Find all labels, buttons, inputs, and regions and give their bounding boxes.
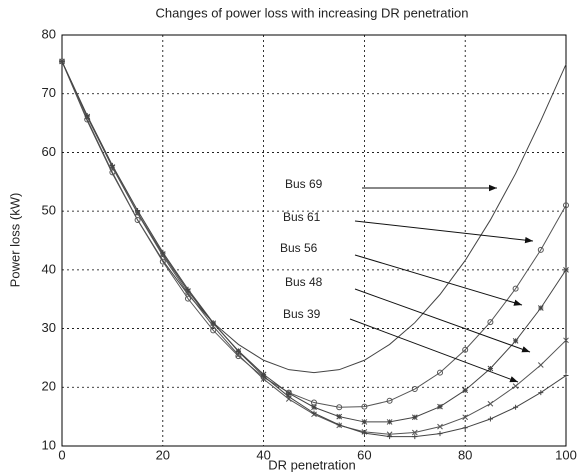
point [537,362,544,368]
point [361,430,367,436]
annotation-arrow [354,254,523,306]
y-tick-label: 70 [42,85,56,100]
point [336,413,343,420]
point [462,414,469,421]
y-tick-label: 10 [42,437,56,452]
point [361,403,368,410]
point [361,419,368,425]
x-tick-label: 60 [357,447,371,462]
point [185,286,191,292]
point [512,285,519,292]
point [185,295,192,302]
y-tick-label: 80 [42,26,56,41]
x-tick-label: 40 [256,447,270,462]
point [437,431,443,437]
annotation: Bus 69 [285,177,323,191]
point [487,365,494,372]
point [135,208,141,214]
point [487,400,494,407]
point [159,258,166,265]
annotation: Bus 56 [280,241,318,255]
y-axis-label: Power loss (kW) [7,193,22,288]
point [235,348,241,354]
y-tick-label: 50 [42,203,56,218]
point [538,390,544,396]
annotation: Bus 39 [283,307,321,321]
point [285,390,292,397]
x-tick-label: 0 [58,447,65,462]
point [437,423,443,430]
point [286,394,292,400]
point [412,434,418,440]
point [437,403,443,410]
point [84,112,90,118]
annotation: Bus 48 [285,275,323,289]
point [386,397,393,404]
annotation-arrow [349,318,519,383]
point [487,416,493,422]
point [134,210,141,217]
point [386,419,393,425]
point [411,386,418,393]
y-tick-label: 60 [42,144,56,159]
point [160,249,166,255]
point [336,404,343,411]
point [411,414,418,421]
point [235,353,242,360]
plot-frame [61,34,567,447]
series-line [61,61,567,408]
point [563,373,569,379]
point [512,338,519,344]
point [411,429,418,436]
x-axis-label: DR penetration [268,457,355,472]
point [311,404,317,411]
point [462,425,468,431]
chart-title: Changes of power loss with increasing DR… [156,5,469,20]
point [512,383,519,389]
annotation-arrow [354,220,534,244]
point [134,216,141,223]
x-tick-label: 80 [458,447,472,462]
point [537,246,544,253]
x-tick-label: 100 [555,447,577,462]
point [462,387,469,394]
point [311,410,317,416]
annotation: Bus 61 [283,210,321,224]
point [537,305,544,311]
point [563,202,570,209]
point [336,422,342,428]
point [59,58,65,64]
point [210,320,216,326]
y-tick-label: 40 [42,261,56,276]
y-tick-label: 30 [42,320,56,335]
point [437,369,444,376]
point [462,346,469,353]
point [387,434,393,440]
point [563,337,569,344]
point [563,267,569,273]
x-tick-label: 20 [156,447,170,462]
annotation-arrow [354,288,531,353]
point [261,373,267,379]
point [513,404,519,410]
point [487,319,494,326]
point [109,162,115,168]
y-tick-label: 20 [42,379,56,394]
point [311,399,318,406]
